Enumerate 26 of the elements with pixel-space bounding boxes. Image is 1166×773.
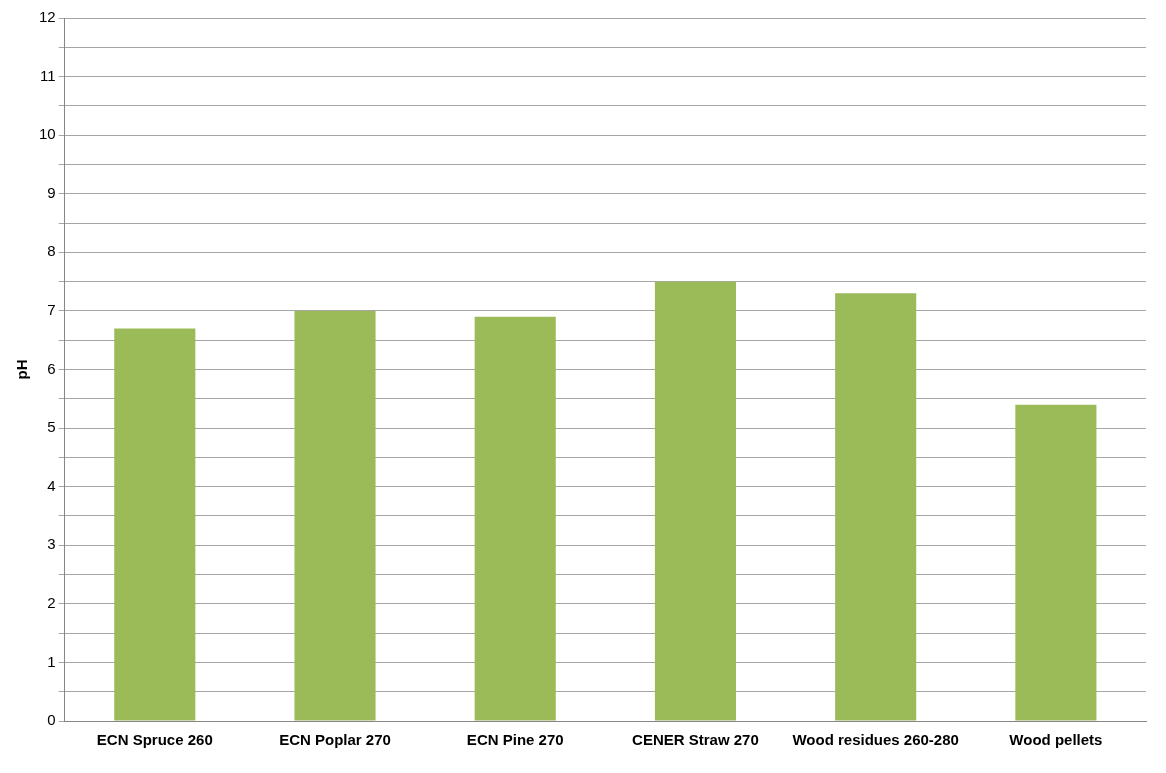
y-axis-title: pH xyxy=(13,359,31,380)
y-tick-label: 9 xyxy=(47,183,56,201)
y-tick-label: 10 xyxy=(39,125,56,143)
bar xyxy=(294,310,376,721)
x-tick-label: ECN Poplar 270 xyxy=(279,731,391,749)
bar xyxy=(1015,404,1097,721)
y-tick-label: 3 xyxy=(47,535,56,553)
y-tick-label: 6 xyxy=(47,359,56,377)
x-tick-label: ECN Pine 270 xyxy=(466,731,564,749)
bar xyxy=(474,316,556,721)
x-tick-label: Wood pellets xyxy=(1009,731,1103,749)
y-tick-label: 7 xyxy=(47,301,56,319)
x-tick-label: CENER Straw 270 xyxy=(632,731,759,749)
y-tick-label: 2 xyxy=(47,593,56,611)
bar xyxy=(654,281,736,721)
y-tick-label: 0 xyxy=(47,711,56,729)
y-tick-label: 4 xyxy=(47,476,56,494)
bar xyxy=(114,328,196,721)
y-tick-label: 11 xyxy=(40,66,56,84)
y-tick-label: 1 xyxy=(47,652,56,670)
x-tick-label: ECN Spruce 260 xyxy=(96,731,213,749)
y-tick-label: 8 xyxy=(47,242,56,260)
x-tick-label: Wood residues 260-280 xyxy=(792,731,959,749)
bar xyxy=(835,293,917,721)
y-tick-label: 5 xyxy=(47,418,56,436)
y-tick-label: 12 xyxy=(39,8,56,26)
